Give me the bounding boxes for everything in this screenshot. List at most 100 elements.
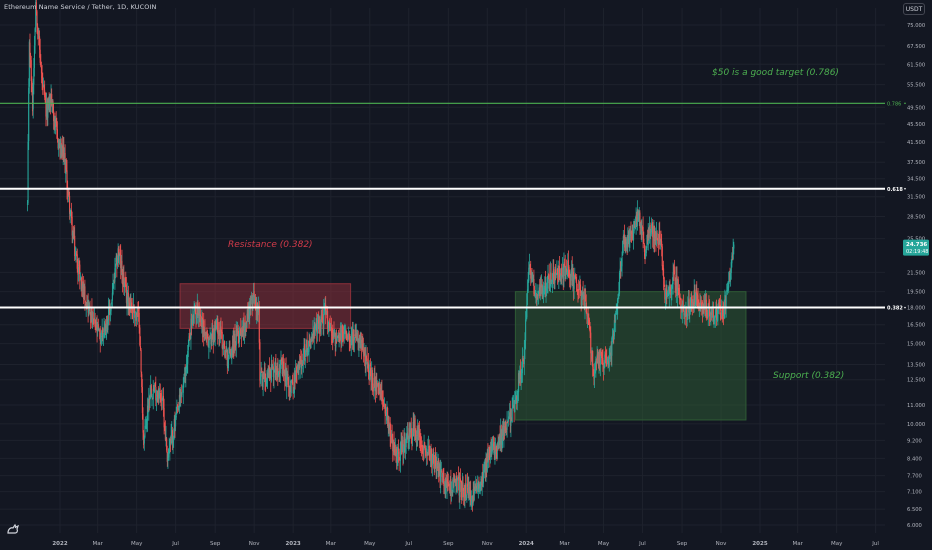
candle-body: [357, 338, 359, 341]
candle-body: [186, 363, 188, 367]
candle-body: [196, 314, 198, 319]
candle-body: [608, 360, 610, 366]
candle-body: [361, 343, 363, 350]
candle-body: [725, 292, 727, 308]
candle-body: [415, 431, 417, 440]
candle-body: [701, 303, 703, 305]
candle-body: [421, 447, 423, 449]
candle-body: [452, 479, 454, 492]
candle-body: [542, 292, 544, 296]
candle-body: [386, 409, 388, 411]
candle-body: [594, 370, 596, 378]
candle-body: [79, 277, 81, 280]
candle-body: [429, 450, 431, 461]
y-tick-label: 7.700: [907, 474, 922, 480]
candle-body: [285, 366, 287, 386]
candle-body: [34, 28, 36, 46]
x-tick-label: Mar: [559, 541, 570, 547]
candle-body: [32, 84, 34, 110]
x-tick-label: Nov: [249, 541, 260, 547]
candle-body: [116, 257, 119, 266]
candle-body: [60, 143, 62, 155]
candle-body: [28, 87, 30, 142]
candle-body: [75, 253, 77, 255]
candle-body: [72, 230, 74, 239]
candle-body: [251, 295, 253, 305]
tradingview-logo-icon[interactable]: [5, 520, 21, 536]
candle-body: [50, 93, 52, 103]
candle-body: [549, 284, 551, 288]
candle-body: [185, 367, 187, 377]
candle-body: [500, 429, 502, 445]
candle-body: [287, 373, 289, 385]
candle-body: [528, 267, 530, 281]
candle-body: [69, 212, 71, 216]
candle-body: [495, 447, 497, 451]
candle-body: [308, 340, 310, 352]
candle-body: [583, 293, 585, 295]
candle-body: [570, 271, 572, 281]
candle-body: [597, 357, 599, 366]
candle-body: [660, 238, 662, 242]
candle-body: [315, 323, 317, 325]
candle-body: [381, 397, 384, 402]
candle-body: [641, 226, 643, 235]
candle-body: [498, 433, 500, 439]
candle-body: [265, 382, 267, 384]
candle-body: [345, 330, 347, 334]
candle-body: [647, 234, 649, 245]
candle-body: [691, 301, 693, 307]
target-label: 0.786: [887, 101, 901, 107]
candle-body: [629, 229, 631, 237]
candle-body: [657, 243, 659, 246]
candle-body: [548, 274, 550, 276]
candle-body: [466, 483, 468, 496]
candle-body: [102, 333, 104, 335]
candle-body: [693, 290, 695, 303]
candle-body: [302, 348, 304, 364]
candle-body: [384, 403, 386, 414]
candle-body: [415, 436, 417, 439]
candle-body: [171, 430, 173, 443]
currency-button[interactable]: USDT: [903, 3, 925, 15]
candle-body: [152, 388, 154, 399]
candle-body: [613, 320, 615, 337]
candle-body: [127, 292, 129, 309]
candle-body: [193, 311, 195, 324]
candle-body: [673, 271, 675, 273]
candle-body: [47, 98, 50, 104]
candle-body: [221, 331, 223, 334]
candle-body: [434, 453, 437, 466]
candle-body: [228, 354, 230, 360]
candle-body: [403, 437, 405, 447]
candle-body: [710, 311, 712, 320]
candle-body: [645, 246, 647, 253]
candle-body: [368, 374, 370, 380]
candle-body: [588, 317, 590, 319]
candle-body: [62, 146, 64, 157]
candle-body: [367, 364, 369, 366]
candle-body: [350, 336, 352, 345]
candle-body: [681, 306, 683, 313]
candle-body: [538, 287, 540, 292]
candle-body: [617, 294, 619, 297]
x-tick-label: Mar: [792, 541, 803, 547]
candle-body: [590, 332, 592, 354]
candle-body: [659, 239, 661, 242]
candle-body: [29, 42, 31, 57]
candle-body: [244, 323, 246, 328]
candle-body: [246, 313, 248, 323]
candle-body: [726, 290, 728, 292]
candle-body: [301, 363, 303, 370]
candle-body: [86, 300, 89, 309]
candle-body: [103, 327, 105, 333]
candle-body: [688, 298, 690, 313]
candle-body: [286, 374, 288, 388]
candle-body: [355, 331, 357, 336]
candle-body: [610, 352, 612, 356]
candle-body: [370, 368, 372, 382]
candle-body: [52, 100, 54, 113]
candle-body: [231, 348, 233, 354]
candle-body: [593, 369, 595, 379]
